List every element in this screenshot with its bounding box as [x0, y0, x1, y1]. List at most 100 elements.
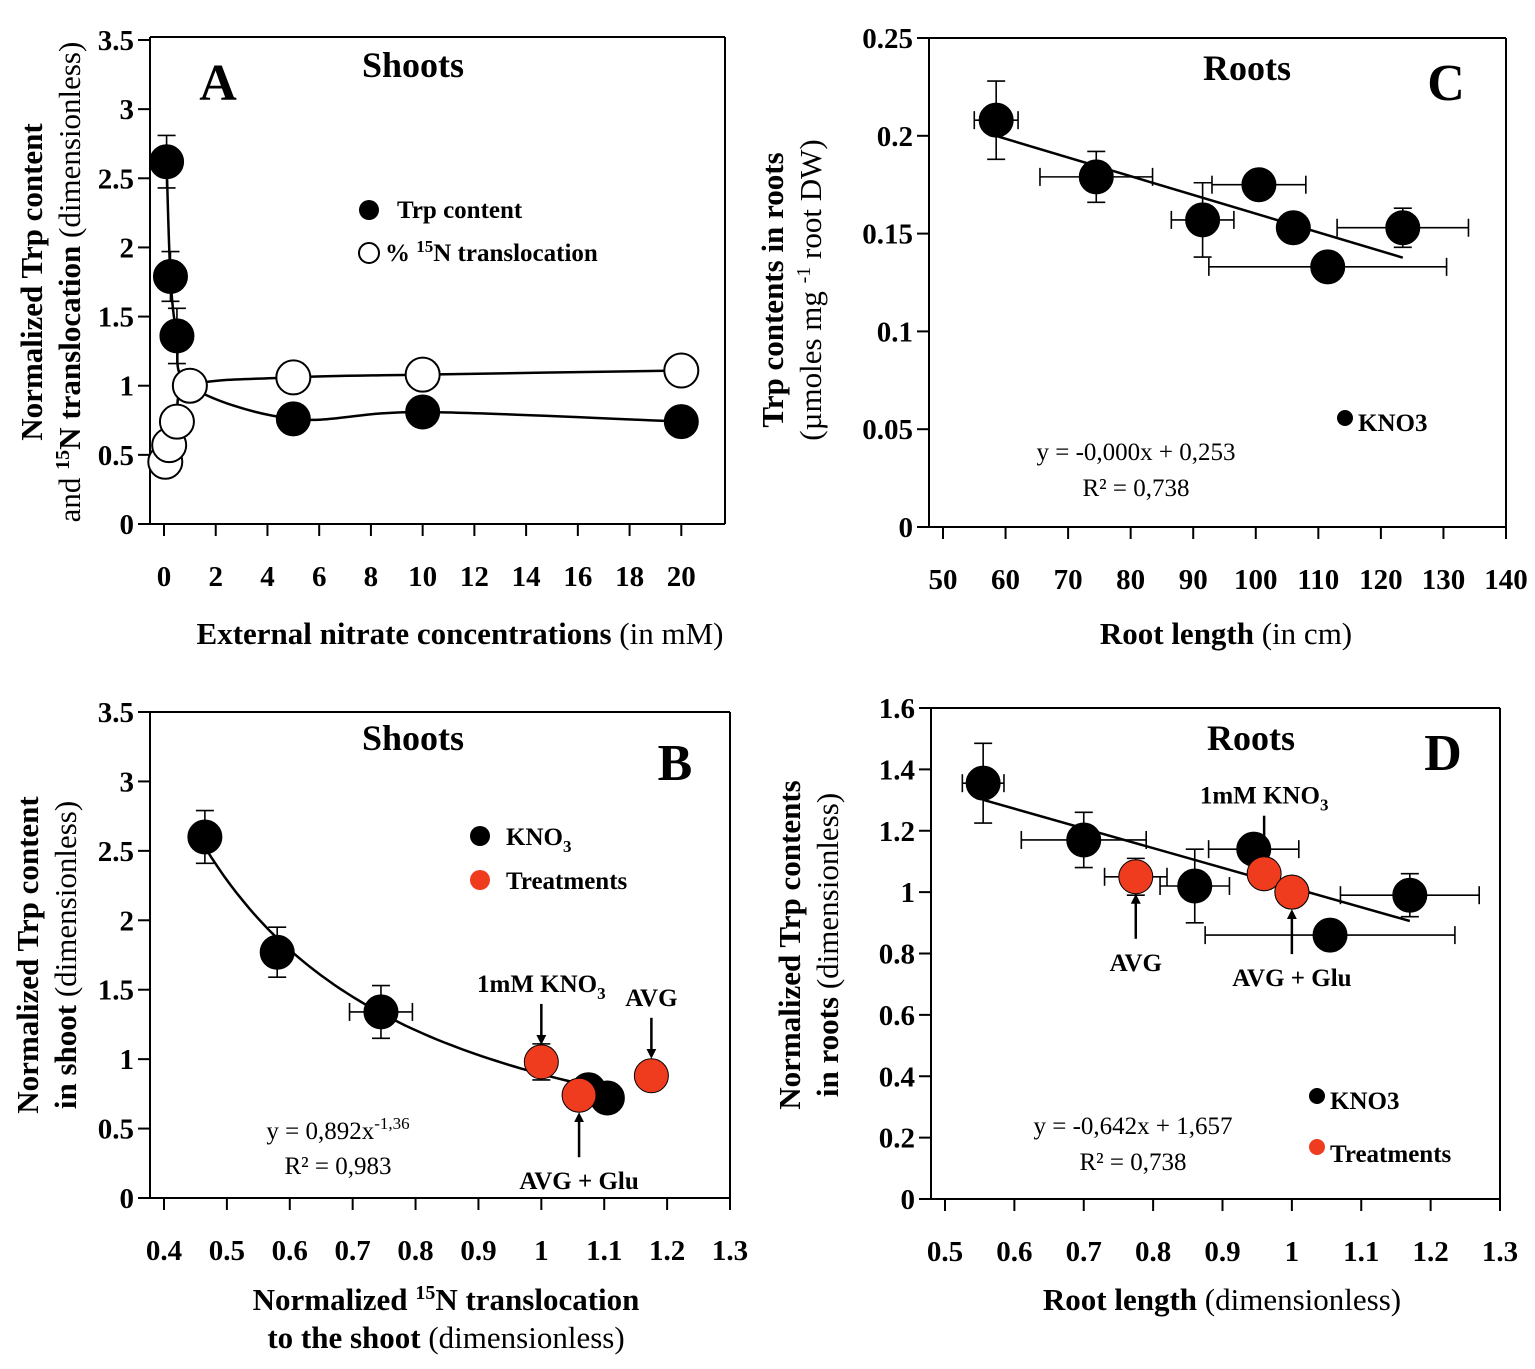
x-tick-label: 1.2: [1413, 1236, 1449, 1268]
y-tick-label: 1.5: [98, 302, 134, 334]
y-tick-label: 1.4: [879, 754, 915, 786]
y-tick-label: 1: [120, 371, 135, 403]
data-point-kno3: [1312, 917, 1348, 953]
panel-b-xlabel-line1: Normalized 15N translocation: [253, 1282, 640, 1317]
legend-treatments-marker: [470, 870, 490, 890]
legend-kno3: KNO3: [1330, 1088, 1399, 1115]
panel-b-ylabel-line1: Normalized Trp content: [10, 796, 45, 1114]
data-point-treatment: [1118, 859, 1154, 895]
panel-d-xlabel: Root length (dimensionless): [1043, 1282, 1401, 1317]
x-tick-label: 0.5: [209, 1235, 245, 1267]
y-tick-label: 0.05: [862, 414, 913, 446]
legend-trp-content: Trp content: [397, 197, 523, 224]
y-tick-label: 2: [120, 905, 135, 937]
y-tick-label: 0: [120, 509, 135, 541]
x-tick-label: 6: [312, 561, 327, 593]
x-tick-label: 1: [1285, 1236, 1300, 1268]
y-tick-label: 0.4: [879, 1061, 915, 1093]
annotation-label: AVG + Glu: [1232, 965, 1351, 992]
annotation-label: AVG: [1110, 950, 1162, 977]
data-point-kno3: [159, 318, 195, 354]
panel-d-r2: R² = 0,738: [1079, 1149, 1186, 1176]
y-tick-label: 1: [120, 1044, 135, 1076]
panel-a-legend: Trp content % 15N translocation: [358, 197, 598, 267]
x-tick-label: 14: [512, 561, 541, 593]
panel-d-title: Roots: [1207, 718, 1295, 758]
data-point-kno3: [1066, 822, 1102, 858]
data-point-treatment: [1274, 874, 1310, 910]
y-tick-label: 0.2: [879, 1123, 915, 1155]
panel-d-ylabel: Normalized Trp contents in roots (dimens…: [772, 780, 845, 1109]
data-point-kno3: [663, 404, 699, 440]
panel-a-ylabel-line1: Normalized Trp content: [14, 123, 49, 441]
x-tick-label: 140: [1484, 564, 1528, 596]
panel-d-legend: KNO3 Treatments: [1309, 1088, 1452, 1168]
legend-treatments: Treatments: [506, 868, 628, 895]
panel-b-plot: 0.4 0.5 0.6 0.7 0.8 0.9 1 1.1 1.2 1.3 0 0.5 1 1.5 2 2.5…: [98, 697, 748, 1267]
data-point-kno3: [1185, 202, 1221, 238]
x-tick-label: 0.8: [397, 1235, 433, 1267]
x-tick-label: 130: [1422, 564, 1466, 596]
data-point-treatment: [561, 1077, 597, 1113]
panel-b-xlabel: Normalized 15N translocation to the shoo…: [253, 1282, 640, 1355]
legend-kno3-marker: [1309, 1088, 1325, 1104]
y-tick-label: 1.2: [879, 816, 915, 848]
x-tick-label: 8: [364, 561, 379, 593]
y-tick-label: 3.5: [98, 25, 134, 57]
panel-d-equation: y = -0,642x + 1,657: [1033, 1113, 1232, 1140]
panel-c-plot: 50 60 70 80 90 100 110 120 130 140 0 0.05 0.1 0.15 0.2…: [862, 23, 1528, 596]
data-point-kno3: [965, 765, 1001, 801]
y-tick-label: 0: [899, 512, 914, 544]
y-tick-label: 3: [120, 94, 135, 126]
legend-kno3: KNO3: [1358, 410, 1427, 437]
x-tick-label: 20: [667, 561, 696, 593]
x-tick-label: 0.7: [335, 1235, 371, 1267]
panel-a-title: Shoots: [362, 45, 464, 85]
legend-kno3: KNO3: [506, 824, 571, 856]
annotation-label: AVG: [625, 985, 677, 1012]
y-tick-label: 1.6: [879, 693, 915, 725]
panel-c-ylabel-line2: (µmoles mg -1 root DW): [793, 139, 828, 440]
legend-kno3-marker: [470, 826, 490, 846]
panel-c-ylabel-line1: Trp contents in roots: [755, 152, 790, 427]
data-point-kno3: [1275, 210, 1311, 246]
data-point-treatment: [523, 1044, 559, 1080]
panel-a-plot: 0 2 4 6 8 10 12 14 16 18 20 0 0.5 1 1.5 2 2.5 3 3.5: [98, 25, 726, 593]
x-tick-label: 0.9: [1204, 1236, 1240, 1268]
x-tick-label: 1: [534, 1235, 549, 1267]
panel-d-plot: 0.5 0.6 0.7 0.8 0.9 1 1.1 1.2 1.3 0 0.2 0.4 0.6 0.8 1 1…: [879, 693, 1518, 1268]
legend-open-marker: [358, 242, 380, 264]
x-tick-label: 2: [208, 561, 223, 593]
panel-c-r2: R² = 0,738: [1082, 475, 1189, 502]
data-point-kno3: [1392, 877, 1428, 913]
panel-b-ylabel: Normalized Trp content in shoot (dimensi…: [10, 796, 83, 1114]
x-tick-label: 1.2: [649, 1235, 685, 1267]
x-tick-label: 80: [1116, 564, 1145, 596]
y-tick-label: 0.15: [862, 219, 913, 251]
y-tick-label: 0: [120, 1183, 135, 1215]
data-point-kno3: [1241, 167, 1277, 203]
y-tick-label: 0: [901, 1184, 916, 1216]
trend-line: [982, 798, 1411, 923]
panel-b-ylabel-line2: in shoot (dimensionless): [48, 801, 83, 1109]
panel-c-ylabel: Trp contents in roots (µmoles mg -1 root…: [755, 139, 828, 440]
x-tick-label: 0: [157, 561, 172, 593]
data-point-kno3: [363, 994, 399, 1030]
panel-b: 0.4 0.5 0.6 0.7 0.8 0.9 1 1.1 1.2 1.3 0 0.5 1 1.5 2 2.5…: [10, 697, 748, 1355]
legend-n-translocation: % 15N translocation: [385, 237, 598, 267]
data-point-kno3: [405, 394, 441, 430]
data-point-treatment: [633, 1058, 669, 1094]
x-tick-label: 0.6: [996, 1236, 1032, 1268]
panel-c-xlabel: Root length (in cm): [1100, 616, 1352, 651]
data-point-kno3: [275, 401, 311, 437]
legend-kno3-marker: [1337, 410, 1353, 426]
legend-treatments: Treatments: [1330, 1141, 1452, 1168]
x-tick-label: 110: [1297, 564, 1339, 596]
data-point-open: [404, 356, 441, 393]
panel-c-legend: KNO3: [1337, 410, 1427, 437]
data-point-kno3: [187, 819, 223, 855]
data-point-kno3: [978, 102, 1014, 138]
panel-b-legend: KNO3 Treatments: [470, 824, 628, 895]
data-point-kno3: [1177, 868, 1213, 904]
y-tick-label: 1: [901, 877, 916, 909]
